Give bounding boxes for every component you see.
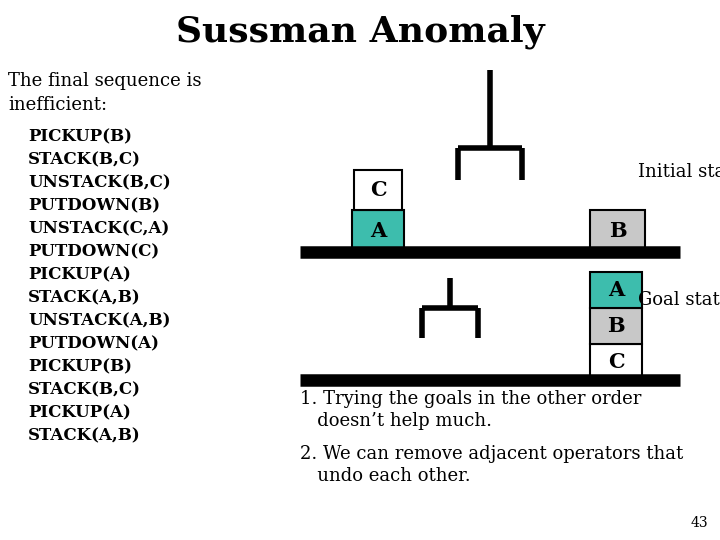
- Text: Goal state: Goal state: [638, 291, 720, 309]
- Text: undo each other.: undo each other.: [300, 467, 471, 485]
- Text: Initial state: Initial state: [638, 163, 720, 181]
- Text: B: B: [608, 221, 626, 241]
- Text: PICKUP(B): PICKUP(B): [28, 358, 132, 375]
- Bar: [590, 272, 642, 308]
- Text: STACK(A,B): STACK(A,B): [28, 289, 140, 306]
- Text: 2. We can remove adjacent operators that: 2. We can remove adjacent operators that: [300, 445, 683, 463]
- Text: doesn’t help much.: doesn’t help much.: [300, 412, 492, 430]
- Text: 1. Trying the goals in the other order: 1. Trying the goals in the other order: [300, 390, 642, 408]
- Text: UNSTACK(A,B): UNSTACK(A,B): [28, 312, 171, 329]
- Text: Sussman Anomaly: Sussman Anomaly: [176, 15, 544, 49]
- Text: UNSTACK(C,A): UNSTACK(C,A): [28, 220, 169, 237]
- Text: C: C: [608, 352, 624, 372]
- Text: STACK(B,C): STACK(B,C): [28, 381, 141, 398]
- Text: PICKUP(A): PICKUP(A): [28, 404, 131, 421]
- Bar: [352, 210, 404, 252]
- Text: PUTDOWN(B): PUTDOWN(B): [28, 197, 160, 214]
- Text: STACK(A,B): STACK(A,B): [28, 427, 140, 444]
- Text: B: B: [607, 316, 625, 336]
- Text: UNSTACK(B,C): UNSTACK(B,C): [28, 174, 171, 191]
- Text: STACK(B,C): STACK(B,C): [28, 151, 141, 168]
- Text: PICKUP(B): PICKUP(B): [28, 128, 132, 145]
- Text: C: C: [369, 180, 387, 200]
- Text: A: A: [370, 221, 386, 241]
- Bar: [354, 170, 402, 210]
- Text: PUTDOWN(C): PUTDOWN(C): [28, 243, 159, 260]
- Text: A: A: [608, 280, 624, 300]
- Bar: [590, 344, 642, 380]
- Text: The final sequence is
inefficient:: The final sequence is inefficient:: [8, 72, 202, 113]
- Text: 43: 43: [690, 516, 708, 530]
- Bar: [590, 308, 642, 344]
- Text: PICKUP(A): PICKUP(A): [28, 266, 131, 283]
- Bar: [590, 210, 645, 252]
- Text: PUTDOWN(A): PUTDOWN(A): [28, 335, 159, 352]
